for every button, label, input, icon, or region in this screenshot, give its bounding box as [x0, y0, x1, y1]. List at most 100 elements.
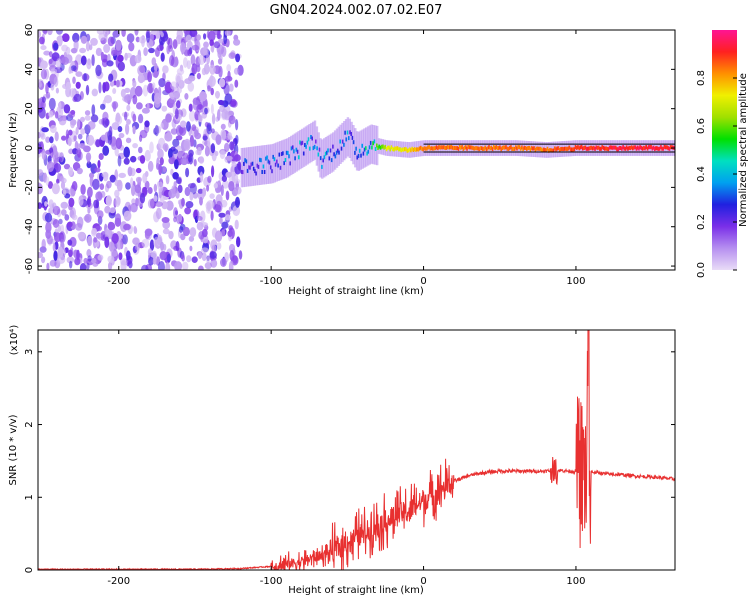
spectrogram-noise-cell: [122, 234, 128, 245]
spectrogram-ridge-cell: [530, 145, 533, 150]
spectrogram-ridge-halo: [269, 144, 273, 184]
spectrogram-noise-cell: [49, 136, 54, 144]
spectrogram-ridge-halo: [264, 145, 267, 185]
spectrogram-noise-cell: [98, 32, 105, 41]
spectrogram-ridge-cell: [463, 145, 466, 150]
spectrogram-ridge-halo: [330, 133, 333, 173]
spectrogram-noise-cell: [156, 44, 164, 52]
spectrogram-ridge-cell: [333, 152, 335, 157]
spectrogram-noise-cell: [234, 178, 241, 184]
spectrogram-noise-cell: [144, 120, 150, 128]
spectrogram-ridge-halo: [306, 125, 309, 165]
spectrogram-ridge-cell: [389, 147, 391, 152]
snr-y-tick-label: 2: [24, 421, 35, 427]
spectrogram-noise-cell: [188, 103, 193, 112]
spectrogram-ridge-cell: [278, 152, 281, 157]
spectrogram-ridge-cell: [472, 146, 474, 151]
spectrogram-noise-cell: [79, 263, 87, 270]
spectrogram-noise-cell: [53, 42, 59, 51]
spectrogram-noise-cell: [219, 150, 226, 160]
spectrogram-ridge-halo: [333, 130, 337, 170]
spectrogram-ridge-cell: [593, 145, 595, 150]
spectrogram-noise-cell: [77, 133, 83, 140]
spectrogram-noise-cell: [68, 66, 72, 74]
spectrogram-ridge-cell: [577, 145, 579, 150]
spectrogram-noise-cell: [132, 125, 136, 135]
spectrogram-noise-cell: [104, 31, 108, 43]
spectrogram-noise-cell: [68, 197, 75, 208]
spectrogram-ridge-halo: [240, 148, 244, 188]
spectrogram-noise-cell: [132, 94, 138, 105]
spectrogram-ridge-cell: [312, 146, 315, 151]
spectrogram-noise-cell: [142, 173, 148, 184]
spectrogram-noise-cell: [90, 257, 97, 264]
spectrogram-noise-cell: [75, 223, 83, 231]
spectrogram-ridge-cell: [300, 141, 302, 146]
spectrogram-noise-cell: [83, 73, 87, 82]
spectrogram-noise-cell: [68, 249, 73, 258]
spectrogram-noise-cell: [200, 222, 209, 228]
spectrogram-noise-cell: [89, 44, 93, 51]
spectrogram-ridge-cell: [365, 146, 367, 151]
colorbar-tick-label: 0.0: [696, 262, 707, 278]
spectrogram-ridge-cell: [373, 139, 376, 144]
spectrogram-noise-cell: [38, 132, 41, 139]
spectrogram-ridge-cell: [446, 145, 449, 150]
spectrogram-noise-cell: [203, 63, 210, 75]
spectrogram-ridge-cell: [424, 146, 427, 151]
spectrogram-ridge-halo: [286, 138, 289, 178]
spectrogram-ridge-cell: [462, 146, 465, 151]
spectrogram-ridge-cell: [243, 161, 245, 166]
spectrogram-noise-cell: [160, 122, 164, 129]
spectrogram-ridge-cell: [588, 146, 590, 151]
spectrogram-noise-cell: [70, 65, 77, 72]
spectrogram-noise-cell: [209, 39, 214, 47]
colorbar-label: Normalized spectral amplitude: [738, 73, 749, 227]
spectrogram-ridge-cell: [267, 159, 270, 164]
spectrogram-noise-cell: [73, 93, 82, 102]
spectrogram-y-tick-label: 0: [24, 145, 35, 151]
spectrogram-ridge-cell: [447, 145, 450, 150]
spectrogram-ridge-cell: [528, 145, 530, 150]
spectrogram-noise-cell: [220, 123, 226, 130]
spectrogram-noise-cell: [224, 214, 231, 221]
spectrogram-ridge-cell: [383, 145, 385, 150]
spectrogram-ridge-cell: [408, 147, 411, 152]
spectrogram-ridge-cell: [343, 142, 345, 147]
spectrogram-noise-cell: [208, 75, 216, 87]
spectrogram-noise-cell: [175, 177, 182, 185]
spectrogram-ridge-cell: [639, 145, 641, 150]
spectrogram-ridge-cell: [428, 145, 430, 150]
spectrogram-noise-cell: [56, 156, 63, 163]
colorbar: 0.0 0.2 0.4 0.6 0.8 Normalized spectral ampl…: [696, 30, 749, 278]
spectrogram-ridge-halo: [253, 146, 256, 186]
spectrogram-noise-cell: [210, 103, 214, 115]
snr-y-ticks: 0 1 2 3: [24, 349, 675, 573]
spectrogram-noise-cell: [189, 135, 195, 147]
spectrogram-noise-cell: [151, 30, 158, 35]
spectrogram-noise-cell: [180, 120, 187, 128]
spectrogram-noise-cell: [174, 159, 179, 170]
spectrogram-noise-cell: [125, 52, 132, 58]
spectrogram-ridge-cell: [595, 145, 598, 150]
spectrogram-noise-cell: [221, 46, 227, 57]
spectrogram-ridge-cell: [597, 145, 600, 150]
spectrogram-ridge-cell: [394, 146, 396, 151]
spectrogram-noise-cell: [228, 260, 234, 270]
spectrogram-noise-cell: [218, 38, 225, 44]
spectrogram-noise-cell: [228, 52, 236, 59]
spectrogram-noise-cell: [231, 171, 235, 178]
spectrogram-ridge-cell: [443, 145, 445, 150]
spectrogram-noise-cell: [70, 119, 77, 126]
spectrogram-noise-cell: [224, 75, 233, 82]
spectrogram-noise-cell: [111, 101, 119, 110]
spectrogram-noise-cell: [228, 115, 236, 125]
spectrogram-ridge-cell: [423, 146, 426, 151]
spectrogram-noise-cell: [91, 104, 96, 116]
spectrogram-noise-cell: [144, 149, 151, 162]
spectrogram-ridge-cell: [527, 146, 529, 150]
spectrogram-noise-cell: [183, 30, 191, 35]
spectrogram-ridge-cell: [584, 145, 587, 150]
spectrogram-noise-cell: [111, 142, 117, 150]
spectrogram-ridge-cell: [650, 144, 652, 149]
